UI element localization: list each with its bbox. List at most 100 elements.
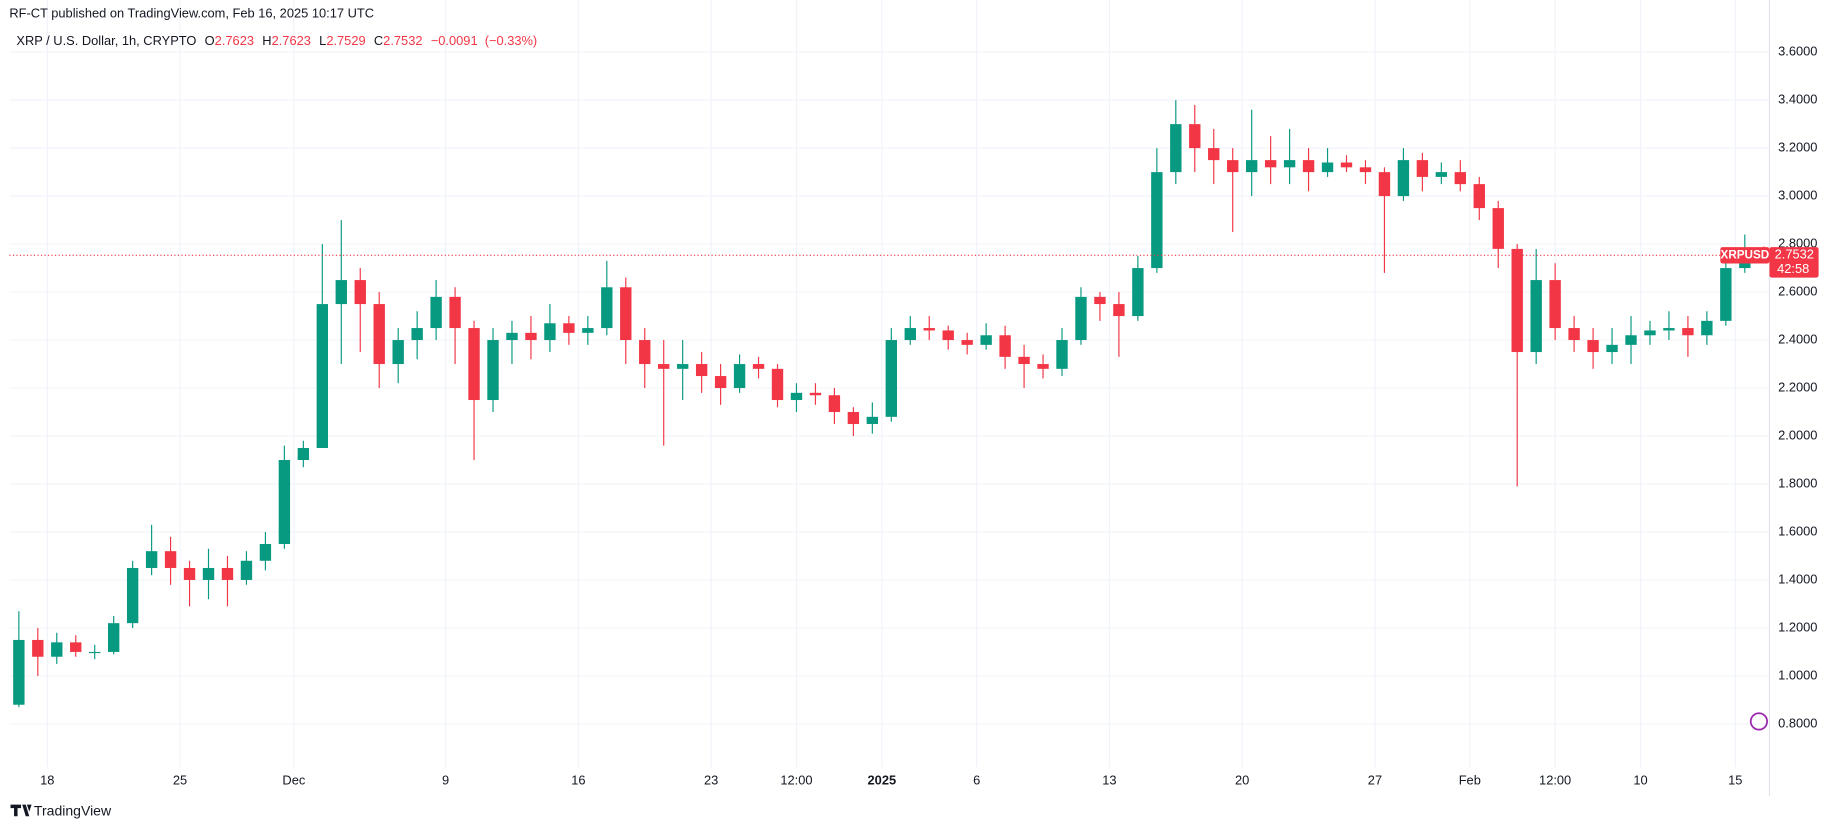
candle-body <box>449 296 461 329</box>
candle-body <box>752 364 765 369</box>
candle-body <box>278 460 291 544</box>
candle-body <box>506 332 518 341</box>
candle-body <box>1625 335 1637 345</box>
x-tick-label: 6 <box>973 773 980 788</box>
candle-body <box>1208 148 1220 161</box>
symbol-box <box>1720 247 1770 264</box>
close-value: 2.7532 <box>383 34 422 49</box>
candle-body <box>1473 184 1485 209</box>
candle-body <box>13 639 25 705</box>
candle-body <box>563 323 575 333</box>
candle-body <box>1056 340 1068 369</box>
candle-body <box>1075 296 1087 341</box>
candle-body <box>1416 160 1429 177</box>
candle-body <box>1435 172 1448 177</box>
y-tick-label: 1.6000 <box>1778 523 1817 538</box>
x-tick-label: 27 <box>1368 773 1382 788</box>
instrument: XRP / U.S. Dollar, 1h, CRYPTO <box>16 34 196 49</box>
x-tick-label: 9 <box>442 773 449 788</box>
candle-body <box>221 567 234 580</box>
candle-body <box>1321 162 1334 173</box>
candle-body <box>1530 280 1542 353</box>
candle-body <box>1701 320 1713 336</box>
candle-body <box>1454 172 1466 185</box>
candle-body <box>1264 160 1277 168</box>
candle-body <box>828 395 841 413</box>
candle-body <box>1568 328 1580 341</box>
x-tick-label: 13 <box>1102 773 1116 788</box>
x-tick-label: 2025 <box>868 773 897 788</box>
x-tick-label: Feb <box>1459 773 1481 788</box>
candle-body <box>51 642 63 657</box>
candle-body <box>582 328 594 333</box>
candle-body <box>847 412 860 425</box>
symbol-label: XRPUSD <box>1721 248 1770 261</box>
x-tick-label: 18 <box>40 773 54 788</box>
x-tick-label: 23 <box>704 773 718 788</box>
brand: TradingView <box>34 802 112 818</box>
change: −0.0091 <box>431 34 478 49</box>
x-tick-label: 16 <box>571 773 585 788</box>
open-label: O <box>205 34 215 49</box>
candle-body <box>1094 296 1106 305</box>
candle-body <box>335 280 347 305</box>
candle-body <box>316 304 329 449</box>
candle-body <box>1340 162 1353 168</box>
legend: XRP / U.S. Dollar, 1h, CRYPTO O2.7623 H2… <box>16 34 537 49</box>
candle-body <box>658 364 670 369</box>
x-tick-label: 12:00 <box>780 773 812 788</box>
candle-body <box>145 551 158 568</box>
candle-body <box>1189 124 1201 149</box>
candle-body <box>923 328 935 331</box>
candle-body <box>1037 364 1049 369</box>
y-tick-label: 0.8000 <box>1778 715 1817 730</box>
candle-body <box>1170 124 1182 173</box>
candle-body <box>1682 328 1694 336</box>
low-label: L <box>319 34 326 49</box>
open-value: 2.7623 <box>215 34 254 49</box>
candle-body <box>1549 280 1561 329</box>
x-tick-label: Dec <box>282 773 305 788</box>
candle-body <box>999 335 1011 357</box>
replay-icon[interactable] <box>1749 712 1769 731</box>
candle-body <box>639 340 651 365</box>
candle-body <box>107 623 120 652</box>
candle-body <box>32 639 44 657</box>
candle-body <box>1378 172 1391 197</box>
candle-body <box>1397 160 1410 197</box>
price-box <box>1769 247 1819 278</box>
candle-body <box>866 416 879 425</box>
candle-body <box>733 364 746 389</box>
grid <box>9 0 1770 768</box>
candle-body <box>297 448 310 461</box>
candle-body <box>1511 248 1523 353</box>
candle-body <box>468 328 480 401</box>
close-label: C <box>374 34 383 49</box>
candle-body <box>544 323 556 341</box>
y-tick-label: 2.8000 <box>1778 235 1817 250</box>
y-tick-label: 1.4000 <box>1778 571 1817 586</box>
candles <box>13 100 1770 708</box>
candle-body <box>1113 304 1125 317</box>
candle-body <box>126 567 139 624</box>
candle-body <box>885 340 897 417</box>
candle-body <box>1132 268 1144 317</box>
candle-body <box>70 642 82 652</box>
y-tick-label: 3.6000 <box>1778 44 1817 59</box>
candle-body <box>695 364 708 377</box>
candle-body <box>392 340 404 365</box>
candle-body <box>1151 172 1163 269</box>
y-tick-label: 3.4000 <box>1778 92 1817 107</box>
candle-body <box>1606 344 1618 353</box>
low-value: 2.7529 <box>326 34 365 49</box>
candle-body <box>525 332 537 341</box>
candle-body <box>411 328 423 341</box>
x-tick-label: 25 <box>173 773 187 788</box>
footer: TradingView <box>10 802 112 818</box>
y-tick-label: 3.2000 <box>1778 140 1817 155</box>
candle-body <box>487 340 499 401</box>
price-label: 2.7532 <box>1775 247 1814 262</box>
x-tick-label: 15 <box>1728 773 1742 788</box>
candle-body <box>1283 160 1296 168</box>
